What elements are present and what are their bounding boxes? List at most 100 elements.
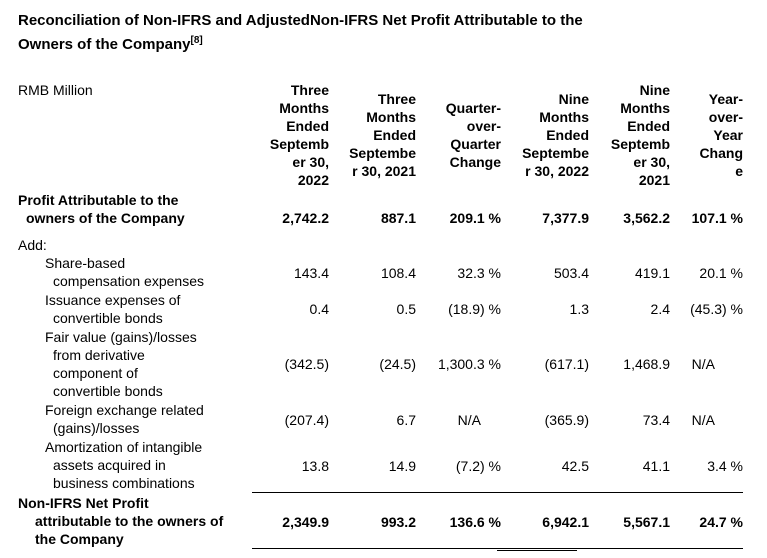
- cell-sbc-9m-2022: 503.4: [553, 265, 589, 281]
- unit-label: RMB Million: [18, 82, 93, 98]
- row-label-foreign-exchange: Foreign exchange related (gains)/losses: [45, 401, 204, 437]
- cell-profit-yoy: 107.1 %: [691, 210, 743, 226]
- cell-profit-qoq: 209.1 %: [449, 210, 501, 226]
- col-header-line: e: [735, 163, 743, 179]
- col-header-yoy-change: Year- over- Year Chang e: [699, 90, 743, 180]
- row-label-line: attributable to the owners of: [35, 513, 224, 529]
- row-label-line: business combinations: [53, 475, 195, 491]
- col-header-line: r 30, 2021: [352, 163, 416, 179]
- cell-amort-qoq: (7.2) %: [455, 458, 501, 474]
- cell-fair-value-9m-2021: 1,468.9: [623, 356, 670, 372]
- row-label-line: Issuance expenses of: [45, 292, 181, 308]
- cell-issuance-yoy: (45.3) %: [690, 301, 743, 317]
- col-header-line: Nine: [558, 91, 589, 107]
- col-header-line: Chang: [699, 145, 743, 161]
- col-header-line: Septembe: [349, 145, 416, 161]
- report-title-line-1: Reconciliation of Non-IFRS and AdjustedN…: [18, 12, 583, 29]
- cell-profit-q3-2022: 2,742.2: [282, 210, 329, 226]
- row-label-line: Fair value (gains)/losses: [45, 329, 197, 345]
- cell-fx-9m-2021: 73.4: [642, 412, 670, 428]
- col-header-q3-2021: Three Months Ended Septembe r 30, 2021: [349, 90, 416, 180]
- cell-sbc-qoq: 32.3 %: [457, 265, 501, 281]
- cell-amort-9m-2021: 41.1: [642, 458, 670, 474]
- col-header-line: 2021: [638, 172, 670, 188]
- cell-sbc-9m-2021: 419.1: [634, 265, 670, 281]
- row-label-line: Profit Attributable to the: [18, 192, 179, 208]
- cell-fx-q3-2021: 6.7: [396, 412, 416, 428]
- row-label-fair-value: Fair value (gains)/losses from derivativ…: [45, 328, 197, 400]
- cell-fair-value-9m-2022: (617.1): [544, 356, 589, 372]
- cell-nonifrs-yoy: 24.7 %: [699, 514, 743, 530]
- row-label-line: convertible bonds: [53, 383, 163, 399]
- col-header-line: over-: [466, 118, 501, 134]
- cell-nonifrs-q3-2021: 993.2: [380, 514, 416, 530]
- col-header-line: Change: [449, 154, 501, 170]
- cell-fair-value-q3-2021: (24.5): [379, 356, 416, 372]
- row-label-line: Non-IFRS Net Profit: [18, 495, 149, 511]
- cell-amort-yoy: 3.4 %: [707, 458, 743, 474]
- add-label: Add:: [18, 237, 47, 253]
- cell-fx-q3-2022: (207.4): [284, 412, 329, 428]
- col-header-line: Septembe: [522, 145, 589, 161]
- cell-fair-value-q3-2022: (342.5): [284, 356, 329, 372]
- row-label-line: component of: [53, 365, 138, 381]
- row-label-line: assets acquired in: [53, 457, 166, 473]
- cell-sbc-q3-2022: 143.4: [293, 265, 329, 281]
- row-label-line: Amortization of intangible: [45, 439, 203, 455]
- row-label-non-ifrs-net-profit: Non-IFRS Net Profit attributable to the …: [18, 494, 223, 548]
- cell-fx-qoq: N/A: [457, 412, 481, 428]
- col-header-line: er 30,: [633, 154, 670, 170]
- col-header-line: Year: [713, 127, 743, 143]
- cell-fx-9m-2022: (365.9): [544, 412, 589, 428]
- total-top-rule: [252, 492, 743, 493]
- col-header-line: 2022: [297, 172, 329, 188]
- row-label-line: the Company: [35, 531, 124, 547]
- cell-profit-9m-2021: 3,562.2: [623, 210, 670, 226]
- report-title-text: Owners of the Company: [18, 36, 191, 53]
- cell-fair-value-yoy: N/A: [691, 356, 715, 372]
- report-title-line-2: Owners of the Company[8]: [18, 35, 203, 56]
- row-label-amortization: Amortization of intangible assets acquir…: [45, 438, 202, 492]
- cell-issuance-q3-2022: 0.4: [309, 301, 329, 317]
- col-header-line: Quarter-: [445, 100, 501, 116]
- col-header-q3-2022: Three Months Ended Septemb er 30, 2022: [270, 81, 329, 189]
- col-header-line: Nine: [639, 82, 670, 98]
- row-label-line: Foreign exchange related: [45, 402, 204, 418]
- total-double-rule: [497, 550, 577, 551]
- col-header-line: Ended: [627, 118, 670, 134]
- footnote-marker: [8]: [190, 35, 203, 46]
- cell-fx-yoy: N/A: [691, 412, 715, 428]
- cell-profit-9m-2022: 7,377.9: [542, 210, 589, 226]
- row-label-line: from derivative: [53, 347, 145, 363]
- cell-nonifrs-9m-2022: 6,942.1: [542, 514, 589, 530]
- col-header-line: Months: [620, 100, 670, 116]
- row-label-profit-attributable: Profit Attributable to the owners of the…: [18, 191, 185, 227]
- cell-issuance-q3-2021: 0.5: [396, 301, 416, 317]
- col-header-9m-2022: Nine Months Ended Septembe r 30, 2022: [522, 90, 589, 180]
- col-header-line: Ended: [546, 127, 589, 143]
- col-header-qoq-change: Quarter- over- Quarter Change: [446, 99, 501, 171]
- col-header-line: Quarter: [450, 136, 501, 152]
- row-label-line: Share-based: [45, 255, 126, 271]
- row-label-share-based-compensation: Share-based compensation expenses: [45, 254, 204, 290]
- col-header-line: r 30, 2022: [525, 163, 589, 179]
- col-header-line: over-: [708, 109, 743, 125]
- cell-amort-q3-2021: 14.9: [388, 458, 416, 474]
- row-label-line: (gains)/losses: [53, 420, 140, 436]
- cell-fair-value-qoq: 1,300.3 %: [437, 356, 501, 372]
- col-header-line: Months: [366, 109, 416, 125]
- col-header-line: Months: [539, 109, 589, 125]
- col-header-line: Septemb: [269, 136, 329, 152]
- col-header-line: Ended: [373, 127, 416, 143]
- col-header-line: Months: [279, 100, 329, 116]
- col-header-line: Year-: [708, 91, 743, 107]
- cell-nonifrs-qoq: 136.6 %: [449, 514, 501, 530]
- cell-profit-q3-2021: 887.1: [380, 210, 416, 226]
- cell-issuance-qoq: (18.9) %: [448, 301, 501, 317]
- cell-sbc-yoy: 20.1 %: [699, 265, 743, 281]
- col-header-line: Three: [290, 82, 329, 98]
- row-label-issuance-expenses: Issuance expenses of convertible bonds: [45, 291, 180, 327]
- col-header-line: Septemb: [610, 136, 670, 152]
- cell-issuance-9m-2022: 1.3: [569, 301, 589, 317]
- row-label-line: owners of the Company: [26, 210, 185, 226]
